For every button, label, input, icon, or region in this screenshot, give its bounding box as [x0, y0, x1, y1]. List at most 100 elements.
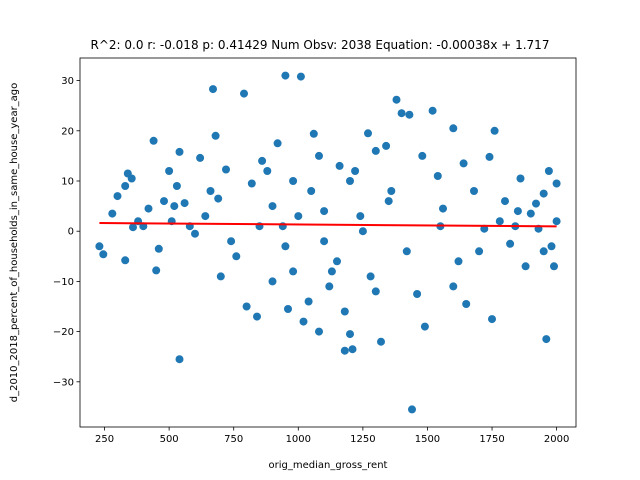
- data-point: [121, 256, 130, 265]
- plot-area: [79, 57, 577, 428]
- data-point: [371, 287, 380, 296]
- data-point: [506, 239, 515, 248]
- regression-line: [99, 222, 557, 228]
- data-point: [315, 151, 323, 160]
- y-tick-label: 30: [61, 76, 74, 87]
- data-point: [439, 204, 447, 213]
- data-point: [462, 300, 471, 308]
- data-point: [281, 242, 290, 251]
- data-point: [418, 151, 427, 160]
- data-point: [201, 212, 210, 221]
- data-point: [108, 209, 117, 218]
- axes-background: [80, 58, 576, 427]
- data-point: [180, 199, 189, 208]
- data-point: [127, 174, 136, 183]
- data-point: [550, 262, 558, 271]
- data-point: [335, 161, 344, 170]
- data-point: [371, 146, 380, 155]
- data-point: [513, 207, 522, 216]
- data-point: [144, 204, 153, 213]
- data-point: [387, 187, 396, 195]
- data-point: [516, 174, 525, 183]
- data-point: [240, 89, 248, 98]
- data-point: [152, 266, 161, 275]
- data-point: [258, 156, 267, 165]
- y-tick-label: 10: [61, 177, 74, 188]
- data-point: [384, 197, 393, 206]
- y-tick-label: −10: [53, 277, 74, 288]
- data-point: [247, 179, 256, 188]
- data-point: [377, 337, 385, 346]
- data-point: [113, 192, 122, 201]
- data-point: [340, 307, 349, 316]
- data-point: [413, 290, 422, 298]
- data-point: [449, 282, 458, 291]
- data-point: [296, 72, 305, 81]
- data-point: [327, 267, 336, 276]
- y-axis-label: d_2010_2018_percent_of_households_in_sam…: [9, 83, 20, 403]
- x-tick-label: 2000: [544, 434, 569, 445]
- data-point: [542, 335, 551, 344]
- data-point: [209, 85, 217, 94]
- chart-title: R^2: 0.0 r: -0.018 p: 0.41429 Num Obsv: …: [91, 38, 550, 52]
- data-point: [284, 305, 292, 313]
- points-layer: [95, 71, 561, 414]
- data-point: [289, 267, 298, 276]
- x-tick-label: 1500: [415, 434, 440, 445]
- data-point: [281, 71, 290, 80]
- data-point: [392, 95, 401, 104]
- data-point: [539, 247, 548, 256]
- y-tick-label: −20: [53, 327, 74, 338]
- data-point: [191, 229, 199, 238]
- data-point: [232, 252, 241, 261]
- data-point: [307, 187, 316, 195]
- data-point: [547, 242, 556, 251]
- x-tick-label: 750: [224, 434, 243, 445]
- data-point: [501, 197, 509, 206]
- data-point: [402, 247, 411, 256]
- data-point: [214, 194, 223, 203]
- data-point: [382, 141, 391, 150]
- x-tick-label: 500: [160, 434, 179, 445]
- data-point: [356, 212, 365, 221]
- data-point: [366, 272, 375, 281]
- data-point: [289, 177, 298, 185]
- data-point: [521, 262, 530, 271]
- data-point: [196, 153, 205, 162]
- data-point: [485, 152, 494, 161]
- data-point: [454, 257, 463, 266]
- data-point: [488, 315, 496, 324]
- data-point: [304, 297, 313, 306]
- x-tick-label: 1750: [479, 434, 504, 445]
- data-point: [346, 330, 354, 339]
- data-point: [175, 147, 184, 156]
- data-point: [315, 327, 323, 336]
- data-point: [216, 272, 225, 281]
- data-point: [268, 202, 277, 211]
- y-axis: −30 −20 −10 0 10 20 30: [53, 76, 80, 388]
- data-point: [268, 277, 277, 286]
- data-point: [459, 159, 468, 168]
- data-point: [351, 167, 360, 175]
- data-point: [552, 217, 561, 226]
- data-point: [253, 312, 261, 321]
- data-point: [346, 177, 354, 185]
- data-point: [539, 189, 548, 198]
- data-point: [320, 237, 329, 246]
- data-point: [433, 172, 442, 180]
- data-point: [420, 322, 429, 331]
- data-point: [526, 209, 535, 218]
- data-point: [364, 129, 372, 138]
- data-point: [320, 207, 329, 216]
- data-point: [172, 182, 181, 190]
- data-point: [273, 139, 282, 148]
- data-point: [470, 187, 478, 195]
- data-point: [149, 136, 158, 145]
- data-point: [99, 250, 108, 259]
- data-point: [333, 257, 341, 266]
- data-point: [299, 317, 308, 326]
- data-point: [222, 165, 230, 174]
- y-tick-label: −30: [53, 377, 74, 388]
- data-point: [348, 345, 357, 354]
